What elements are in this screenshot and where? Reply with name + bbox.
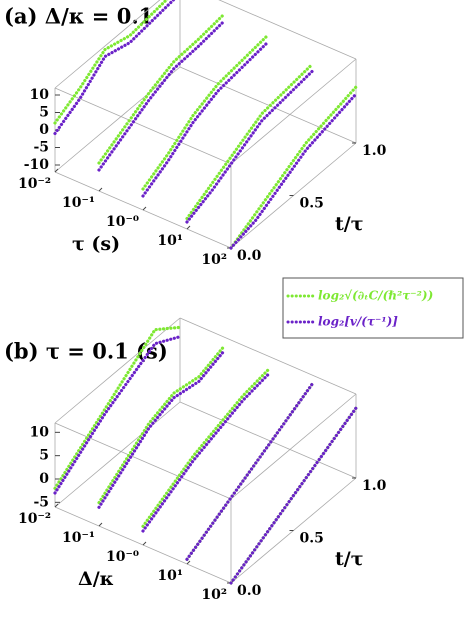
z-tick-label: 0 (39, 122, 49, 138)
y-tick-label: 1.0 (362, 478, 387, 494)
z-tick-label: 0 (39, 471, 49, 487)
data-curve (141, 33, 270, 191)
z-tick-label: -5 (33, 494, 49, 510)
y-tick-label: 1.0 (362, 143, 387, 159)
box-edge (54, 87, 232, 165)
y-tick-label: 0.0 (237, 248, 262, 264)
y-tick-label: 0.0 (237, 583, 262, 599)
x-tick-label: 10⁻¹ (62, 530, 95, 546)
data-curve (141, 368, 270, 528)
x-tick-label: 10⁻² (18, 176, 51, 192)
data-curve (185, 62, 314, 221)
data-curve (97, 12, 226, 165)
x-axis-label: τ (s) (72, 233, 120, 255)
y-axis-label: t/τ (335, 548, 364, 570)
box-edge (218, 0, 357, 60)
x-tick (186, 560, 191, 565)
box-edge (54, 66, 181, 173)
box-edge (230, 393, 357, 500)
x-tick (186, 225, 191, 230)
x-tick-label: 10² (201, 587, 227, 603)
x-tick (98, 522, 103, 527)
data-curve (141, 373, 270, 533)
x-tick (142, 541, 147, 546)
box-edge (54, 422, 232, 500)
z-tick-label: 5 (39, 105, 49, 121)
box-edge (54, 0, 161, 89)
z-tick-label: 10 (30, 424, 50, 440)
z-tick-label: -5 (33, 140, 49, 156)
legend-box (282, 277, 464, 339)
data-curve (53, 325, 182, 490)
z-tick-label: -10 (24, 157, 50, 173)
box-edge (54, 401, 181, 508)
x-tick-label: 10¹ (157, 568, 183, 584)
box-edge (179, 317, 357, 395)
x-tick (98, 187, 103, 192)
y-tick-label: 0.5 (300, 196, 324, 212)
x-tick-label: 10⁻² (18, 511, 51, 527)
x-tick (54, 503, 59, 508)
legend-label: log₂[v/(τ⁻¹)] (318, 315, 398, 329)
panel-title: (a) Δ/κ = 0.1 (4, 4, 153, 29)
data-curve (97, 349, 226, 509)
data-curve (53, 335, 182, 495)
x-tick-label: 10¹ (157, 233, 183, 249)
y-tick-label: 0.5 (300, 531, 324, 547)
y-axis-label: t/τ (335, 213, 364, 235)
x-tick-label: 10⁻¹ (62, 195, 95, 211)
data-curve (229, 406, 358, 585)
x-tick-label: 10⁻⁰ (106, 214, 139, 230)
x-tick (142, 206, 147, 211)
box-edge (230, 58, 357, 165)
x-tick-label: 10² (201, 252, 227, 268)
data-curve (53, 0, 169, 125)
data-curve (141, 40, 270, 198)
x-tick (54, 168, 59, 173)
data-curve (229, 85, 358, 250)
x-axis-label: Δ/κ (78, 568, 114, 590)
data-curve (229, 92, 358, 250)
z-tick-label: 10 (30, 87, 50, 103)
data-curve (97, 344, 226, 505)
legend-label: log₂√(∂ₜC/(ℏ²τ⁻²)) (318, 289, 433, 303)
data-curve (185, 382, 314, 561)
data-curve (185, 69, 314, 224)
x-tick-label: 10⁻⁰ (106, 549, 139, 565)
data-curve (97, 19, 226, 172)
data-curve (53, 0, 176, 136)
box-edge (54, 317, 181, 424)
box-edge (179, 66, 357, 144)
z-tick-label: 5 (39, 448, 49, 464)
box-edge (179, 401, 357, 479)
